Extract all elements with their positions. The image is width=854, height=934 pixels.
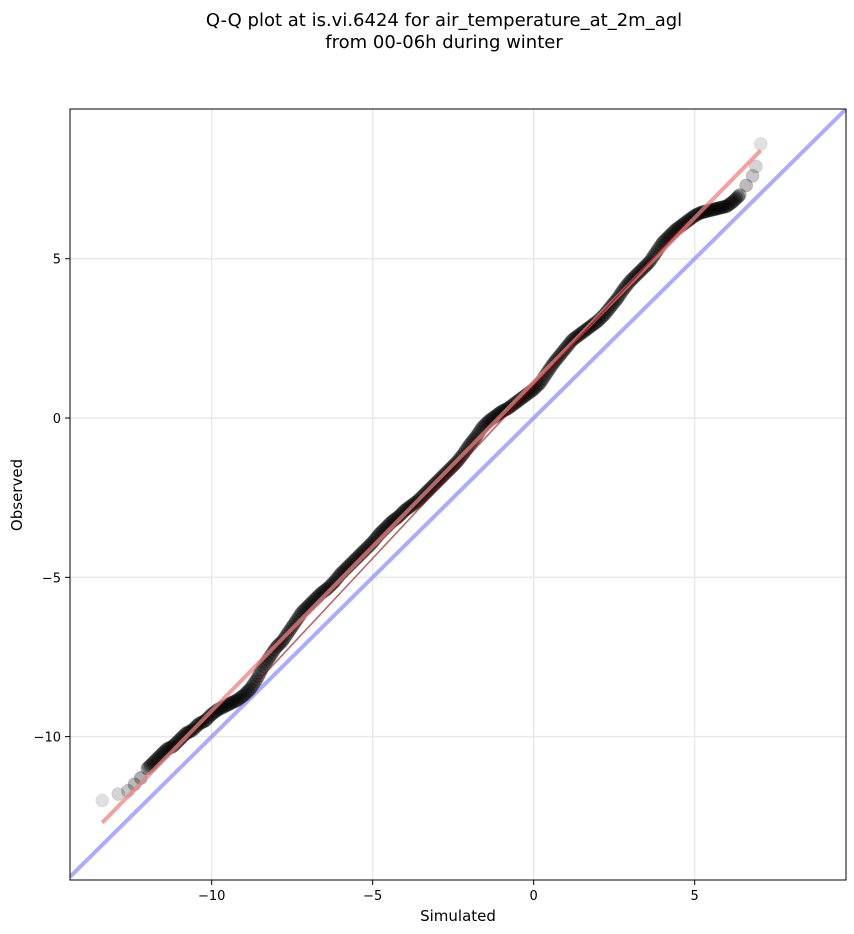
quantile-points bbox=[95, 137, 768, 808]
axis-ticks: −10 −5 0 5 −10 −5 0 5 bbox=[34, 253, 699, 904]
quantile-point bbox=[246, 677, 261, 691]
y-tick-label: −5 bbox=[42, 571, 61, 586]
quantile-point bbox=[728, 192, 742, 207]
quantile-point bbox=[222, 697, 237, 711]
quantile-point bbox=[494, 404, 509, 419]
quantile-point bbox=[721, 198, 736, 212]
y-tick-label: 5 bbox=[53, 253, 61, 268]
quantile-point bbox=[713, 200, 728, 215]
x-tick-label: 0 bbox=[530, 889, 538, 904]
quantile-point bbox=[715, 200, 729, 215]
quantile-point bbox=[248, 674, 263, 689]
quantile-point bbox=[731, 189, 746, 204]
quantile-point bbox=[729, 191, 744, 206]
x-tick-label: −10 bbox=[198, 889, 225, 904]
quantile-point bbox=[288, 615, 303, 629]
quantile-point bbox=[199, 712, 214, 727]
quantile-point bbox=[233, 690, 248, 705]
quantile-point bbox=[235, 689, 250, 704]
quantile-point bbox=[238, 686, 253, 701]
quantile-point bbox=[745, 169, 760, 183]
chart-title: Q-Q plot at is.vi.6424 for air_temperatu… bbox=[206, 10, 682, 31]
quantile-point bbox=[463, 436, 478, 451]
chart-subtitle: from 00-06h during winter bbox=[325, 32, 563, 53]
grid-lines bbox=[70, 109, 846, 880]
quantile-point bbox=[236, 688, 251, 703]
x-tick-label: 5 bbox=[691, 889, 699, 904]
quantile-point bbox=[240, 685, 254, 699]
quantile-point bbox=[391, 509, 406, 524]
quantile-point bbox=[230, 693, 245, 707]
quantile-point bbox=[220, 697, 235, 712]
quantile-point bbox=[753, 137, 768, 151]
quantile-point bbox=[465, 434, 480, 449]
chart-title-group: Q-Q plot at is.vi.6424 for air_temperatu… bbox=[206, 10, 682, 53]
y-tick-label: 0 bbox=[53, 412, 61, 427]
quantile-point bbox=[586, 317, 601, 332]
fit-line-core bbox=[256, 219, 689, 684]
quantile-point bbox=[228, 693, 243, 708]
quantile-point bbox=[604, 299, 618, 314]
quantile-point bbox=[203, 709, 217, 723]
x-axis-label: Simulated bbox=[420, 907, 496, 925]
quantile-point bbox=[393, 508, 407, 523]
x-tick-label: −5 bbox=[363, 889, 382, 904]
quantile-point bbox=[396, 505, 411, 519]
quantile-point bbox=[232, 691, 246, 706]
quantile-point bbox=[245, 679, 259, 694]
quantile-point bbox=[711, 201, 726, 216]
quantile-point bbox=[732, 188, 747, 202]
y-tick-label: −10 bbox=[34, 731, 61, 746]
quantile-point bbox=[602, 301, 617, 316]
quantile-point bbox=[726, 194, 741, 209]
quantile-point bbox=[198, 713, 213, 728]
plot-frame bbox=[69, 108, 847, 881]
quantile-point bbox=[716, 200, 731, 214]
quantile-point bbox=[718, 199, 733, 214]
quantile-point bbox=[201, 710, 216, 725]
quantile-point bbox=[710, 201, 725, 216]
quantile-point bbox=[708, 202, 723, 216]
quantile-point bbox=[111, 787, 126, 801]
quantile-point bbox=[251, 669, 266, 683]
quantile-point bbox=[225, 695, 240, 710]
quantile-point bbox=[241, 683, 256, 698]
quantile-point bbox=[227, 694, 242, 709]
fit-line-layer bbox=[100, 149, 763, 825]
quantile-point bbox=[724, 195, 739, 210]
quantile-point bbox=[587, 316, 602, 331]
quantile-point bbox=[739, 178, 754, 193]
quantile-point bbox=[224, 696, 238, 711]
identity-line-layer bbox=[70, 109, 846, 879]
quantile-point bbox=[705, 202, 720, 217]
y-axis-label: Observed bbox=[8, 459, 26, 531]
quantile-point bbox=[243, 681, 258, 696]
quantile-point bbox=[204, 707, 219, 722]
quantile-point bbox=[723, 196, 737, 211]
quantile-point bbox=[707, 202, 721, 217]
quantile-point bbox=[95, 793, 110, 808]
quantile-point bbox=[394, 506, 409, 521]
quantile-point bbox=[748, 159, 763, 174]
quantile-point bbox=[719, 199, 734, 214]
quantile-point bbox=[397, 503, 412, 518]
identity-line bbox=[70, 109, 846, 879]
quantile-point bbox=[267, 642, 282, 657]
fit-line bbox=[100, 149, 763, 825]
quantile-point bbox=[249, 672, 264, 687]
